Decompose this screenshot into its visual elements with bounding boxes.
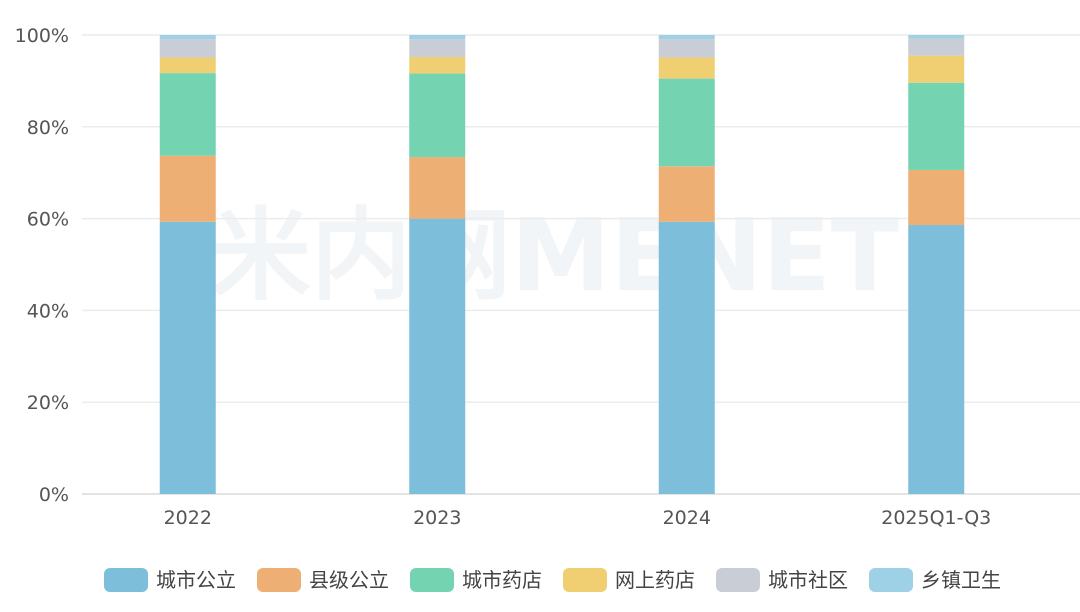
bar-segment (908, 55, 965, 83)
legend-swatch (563, 568, 607, 592)
y-tick-label: 20% (27, 392, 69, 414)
bars (159, 35, 965, 495)
y-tick-label: 40% (27, 300, 69, 322)
legend-item[interactable]: 城市公立 (104, 568, 236, 592)
legend-label: 乡镇卫生 (921, 568, 1001, 592)
legend-swatch (104, 568, 148, 592)
y-tick-label: 100% (15, 25, 69, 47)
legend-label: 县级公立 (309, 568, 389, 592)
bar-segment (409, 39, 466, 58)
bar-segment (908, 35, 965, 39)
bar-segment (658, 78, 715, 167)
bar-segment (658, 39, 715, 58)
bar-segment (658, 166, 715, 222)
x-tick-label: 2023 (413, 507, 461, 529)
bar-segment (159, 35, 216, 40)
bar-segment (159, 73, 216, 156)
legend-label: 城市公立 (156, 568, 236, 592)
legend-item[interactable]: 城市药店 (410, 568, 542, 592)
legend-label: 城市药店 (462, 568, 542, 592)
legend-label: 城市社区 (768, 568, 848, 592)
bar-segment (658, 221, 715, 495)
legend-item[interactable]: 网上药店 (563, 568, 695, 592)
legend-swatch (716, 568, 760, 592)
bar-segment (159, 57, 216, 74)
bar-segment (409, 35, 466, 40)
y-axis-tick-labels: 0% 20% 40% 60% 80% 100% (15, 25, 69, 506)
legend[interactable]: 城市公立 县级公立 城市药店 网上药店 城市社区 乡镇卫生 (104, 568, 1001, 592)
x-tick-label: 2025Q1-Q3 (881, 507, 991, 529)
legend-swatch (869, 568, 913, 592)
legend-item[interactable]: 县级公立 (257, 568, 389, 592)
bar-segment (409, 73, 466, 158)
bar-segment (908, 82, 965, 170)
watermark: 米内网MENET (211, 197, 899, 314)
bar-segment (159, 39, 216, 58)
x-tick-label: 2024 (663, 507, 711, 529)
y-tick-label: 0% (39, 484, 69, 506)
legend-swatch (257, 568, 301, 592)
legend-label: 网上药店 (615, 568, 695, 592)
y-tick-label: 80% (27, 117, 69, 139)
bar-segment (658, 57, 715, 79)
bar-segment (409, 57, 466, 74)
bar-segment (658, 35, 715, 40)
bar-segment (159, 221, 216, 495)
bar-segment (908, 225, 965, 494)
bar-segment (908, 38, 965, 56)
bar-segment (159, 155, 216, 222)
x-axis-tick-labels: 2022 2023 2024 2025Q1-Q3 (164, 507, 992, 529)
legend-swatch (410, 568, 454, 592)
bar-segment (409, 157, 466, 219)
legend-item[interactable]: 乡镇卫生 (869, 568, 1001, 592)
x-tick-label: 2022 (164, 507, 212, 529)
y-tick-label: 60% (27, 209, 69, 231)
legend-item[interactable]: 城市社区 (716, 568, 848, 592)
bar-segment (908, 169, 965, 226)
bar-segment (409, 218, 466, 494)
